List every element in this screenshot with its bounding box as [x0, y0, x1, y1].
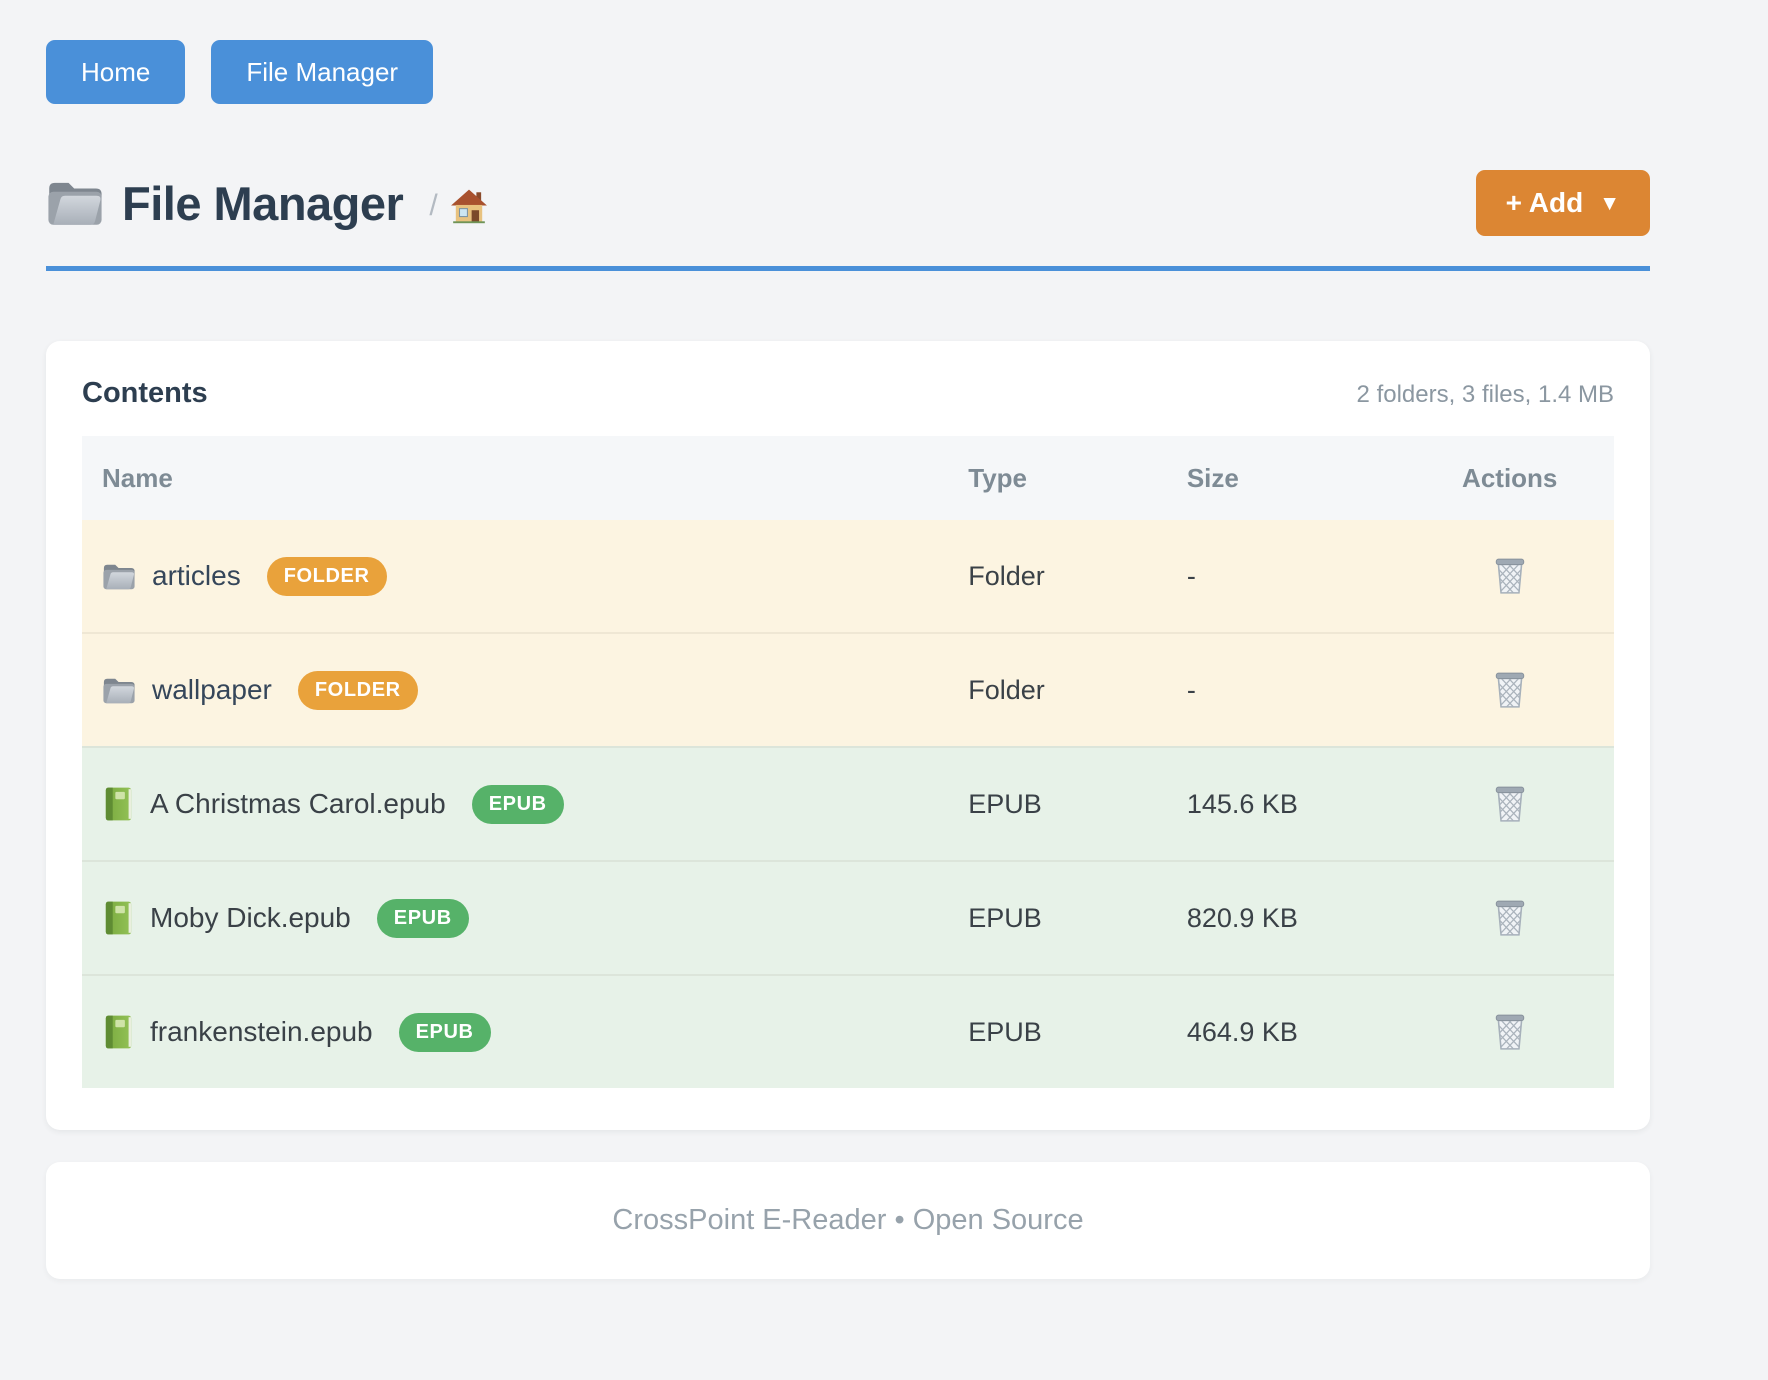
- green-book-icon: [102, 1014, 134, 1050]
- file-name: wallpaper: [152, 674, 272, 705]
- wastebasket-icon: [1492, 669, 1528, 712]
- type-badge: FOLDER: [266, 556, 387, 596]
- type-cell: Folder: [968, 674, 1045, 705]
- table-row[interactable]: frankenstein.epub EPUB EPUB 464.9 KB: [82, 974, 1614, 1088]
- size-cell: -: [1186, 560, 1196, 591]
- home-icon[interactable]: [450, 188, 488, 224]
- type-cell: Folder: [968, 560, 1045, 591]
- folder-icon: [102, 561, 136, 592]
- table-row[interactable]: Moby Dick.epub EPUB EPUB 820.9 KB: [82, 860, 1614, 974]
- type-badge: EPUB: [471, 784, 564, 824]
- file-name: frankenstein.epub: [150, 1016, 373, 1047]
- page-header: File Manager / + Add ▼: [46, 170, 1650, 236]
- file-name: Moby Dick.epub: [150, 902, 351, 933]
- breadcrumb-separator: /: [429, 189, 438, 222]
- column-header-name: Name: [102, 462, 173, 493]
- file-table: Name Type Size Actions: [82, 436, 1614, 1088]
- type-cell: EPUB: [968, 902, 1042, 933]
- size-cell: 820.9 KB: [1186, 902, 1298, 933]
- column-header-size: Size: [1186, 462, 1239, 493]
- folder-icon: [46, 177, 104, 229]
- file-name: articles: [152, 560, 241, 591]
- nav-home-button[interactable]: Home: [46, 40, 186, 104]
- add-button[interactable]: + Add ▼: [1475, 170, 1650, 236]
- actions-cell: [1405, 779, 1614, 830]
- contents-summary: 2 folders, 3 files, 1.4 MB: [1356, 381, 1614, 408]
- delete-button[interactable]: [1488, 893, 1532, 944]
- folder-icon: [102, 675, 136, 706]
- delete-button[interactable]: [1488, 551, 1532, 602]
- size-cell: 145.6 KB: [1186, 788, 1298, 819]
- footer-text: CrossPoint E-Reader • Open Source: [612, 1204, 1084, 1236]
- file-manager-page: Home File Manager File Manager / + Add: [46, 40, 1650, 1279]
- green-book-icon: [102, 786, 134, 822]
- actions-cell: [1405, 551, 1614, 602]
- type-badge: FOLDER: [297, 670, 418, 710]
- file-name: A Christmas Carol.epub: [150, 788, 446, 819]
- add-button-label: + Add: [1505, 187, 1584, 218]
- type-cell: EPUB: [968, 1016, 1042, 1047]
- nav-file-manager-button[interactable]: File Manager: [211, 40, 434, 104]
- wastebasket-icon: [1492, 555, 1528, 598]
- wastebasket-icon: [1492, 1011, 1528, 1054]
- green-book-icon: [102, 900, 134, 936]
- type-badge: EPUB: [376, 898, 469, 938]
- column-header-type: Type: [968, 462, 1028, 493]
- name-cell: A Christmas Carol.epub EPUB: [82, 784, 948, 824]
- delete-button[interactable]: [1488, 1007, 1532, 1058]
- wastebasket-icon: [1492, 897, 1528, 940]
- table-header-row: Name Type Size Actions: [82, 436, 1614, 520]
- name-cell: wallpaper FOLDER: [82, 670, 948, 710]
- footer: CrossPoint E-Reader • Open Source: [46, 1162, 1650, 1279]
- top-nav: Home File Manager: [46, 40, 1650, 104]
- delete-button[interactable]: [1488, 665, 1532, 716]
- column-header-actions: Actions: [1462, 462, 1558, 493]
- type-cell: EPUB: [968, 788, 1042, 819]
- type-badge: EPUB: [398, 1012, 491, 1052]
- contents-card-header: Contents 2 folders, 3 files, 1.4 MB: [82, 377, 1614, 410]
- actions-cell: [1405, 665, 1614, 716]
- table-row[interactable]: wallpaper FOLDER Folder -: [82, 632, 1614, 746]
- size-cell: -: [1186, 674, 1196, 705]
- name-cell: Moby Dick.epub EPUB: [82, 898, 948, 938]
- header-divider: [46, 266, 1650, 271]
- table-body: articles FOLDER Folder -: [82, 520, 1614, 1088]
- contents-title: Contents: [82, 377, 208, 409]
- table-row[interactable]: A Christmas Carol.epub EPUB EPUB 145.6 K…: [82, 746, 1614, 860]
- actions-cell: [1405, 893, 1614, 944]
- name-cell: frankenstein.epub EPUB: [82, 1012, 948, 1052]
- delete-button[interactable]: [1488, 779, 1532, 830]
- page-title: File Manager: [122, 176, 404, 230]
- name-cell: articles FOLDER: [82, 556, 948, 596]
- contents-card: Contents 2 folders, 3 files, 1.4 MB Name…: [46, 341, 1650, 1130]
- wastebasket-icon: [1492, 783, 1528, 826]
- table-row[interactable]: articles FOLDER Folder -: [82, 520, 1614, 632]
- actions-cell: [1405, 1007, 1614, 1058]
- chevron-down-icon: ▼: [1599, 191, 1620, 215]
- size-cell: 464.9 KB: [1186, 1016, 1298, 1047]
